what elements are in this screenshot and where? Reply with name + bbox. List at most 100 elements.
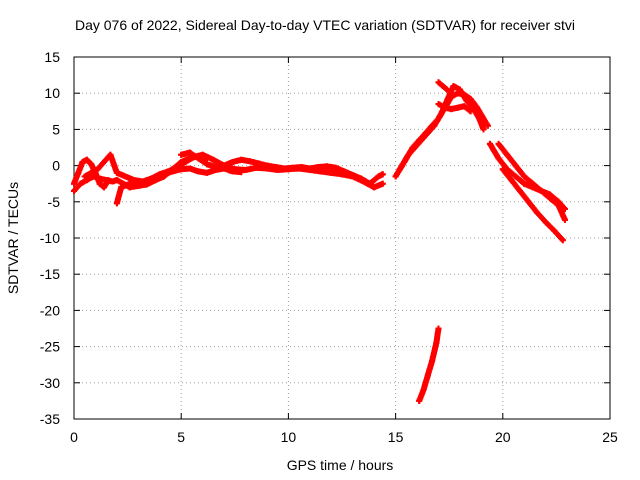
- data-point: [439, 82, 446, 89]
- data-point: [375, 173, 382, 180]
- data-point: [109, 178, 116, 185]
- series-pass-m: [435, 79, 451, 93]
- data-point: [444, 86, 451, 93]
- y-tick-label: 10: [44, 85, 60, 101]
- data-point: [542, 219, 549, 226]
- data-point: [96, 175, 103, 182]
- y-tick-label: 15: [44, 49, 60, 65]
- data-point: [75, 169, 82, 176]
- data-point: [182, 158, 189, 165]
- data-point: [113, 177, 120, 184]
- x-tick-label: 20: [495, 429, 511, 445]
- data-point: [88, 169, 95, 176]
- data-point: [161, 171, 168, 178]
- data-point: [229, 158, 236, 165]
- data-point: [210, 156, 217, 163]
- data-point: [416, 137, 423, 144]
- data-point: [113, 200, 120, 207]
- data-point: [81, 173, 88, 180]
- y-tick-label: -25: [40, 339, 60, 355]
- data-point: [450, 82, 457, 89]
- data-point: [486, 140, 493, 147]
- data-point: [135, 182, 142, 189]
- data-point: [435, 101, 442, 108]
- data-point: [416, 397, 423, 404]
- data-point: [298, 164, 305, 171]
- data-point: [435, 79, 442, 86]
- series-pass-d: [178, 149, 386, 187]
- data-point: [546, 195, 553, 202]
- data-point: [96, 180, 103, 187]
- data-point: [429, 122, 436, 129]
- y-tick-label: 0: [52, 158, 60, 174]
- data-point: [371, 184, 378, 191]
- data-point: [341, 168, 348, 175]
- x-tick-label: 25: [602, 429, 618, 445]
- data-point: [433, 339, 440, 346]
- data-points: [71, 79, 568, 404]
- data-point: [186, 165, 193, 172]
- data-point: [281, 165, 288, 172]
- data-point: [238, 156, 245, 163]
- data-point: [495, 140, 502, 147]
- series-pass-e: [113, 165, 245, 207]
- data-point: [126, 180, 133, 187]
- data-point: [332, 164, 339, 171]
- data-point: [195, 155, 202, 162]
- data-point: [435, 115, 442, 122]
- data-point: [392, 173, 399, 180]
- data-point: [516, 187, 523, 194]
- data-point: [409, 144, 416, 151]
- data-point: [534, 209, 541, 216]
- data-point: [499, 166, 506, 173]
- tick-labels: 0 5 10 15 20 25 -35 -30 -25 -20 -15 -10 -5 0 5 10 15: [40, 49, 618, 445]
- data-point: [379, 171, 386, 178]
- y-tick-label: -15: [40, 266, 60, 282]
- data-point: [366, 180, 373, 187]
- series-markers: [113, 165, 245, 207]
- data-point: [169, 168, 176, 175]
- x-axis-label: GPS time / hours: [287, 457, 394, 473]
- data-point: [246, 158, 253, 165]
- series-pass-g: [396, 90, 491, 173]
- data-point: [538, 187, 545, 194]
- data-point: [435, 325, 442, 332]
- data-point: [199, 151, 206, 158]
- data-point: [512, 173, 519, 180]
- data-point: [480, 115, 487, 122]
- data-point: [508, 177, 515, 184]
- data-point: [94, 166, 101, 173]
- data-point: [461, 91, 468, 98]
- data-point: [461, 103, 468, 110]
- data-point: [525, 198, 532, 205]
- data-point: [379, 180, 386, 187]
- data-point: [448, 106, 455, 113]
- tick-marks: [73, 56, 611, 420]
- data-point: [495, 155, 502, 162]
- series-pass-h: [435, 101, 474, 115]
- data-point: [429, 358, 436, 365]
- data-point: [551, 227, 558, 234]
- data-point: [229, 168, 236, 175]
- data-point: [203, 161, 210, 168]
- data-point: [521, 173, 528, 180]
- data-point: [203, 169, 210, 176]
- data-point: [107, 151, 114, 158]
- data-point: [289, 164, 296, 171]
- y-tick-label: -5: [48, 194, 61, 210]
- data-point: [272, 164, 279, 171]
- data-point: [454, 104, 461, 111]
- data-point: [512, 162, 519, 169]
- x-tick-label: 10: [281, 429, 297, 445]
- data-point: [328, 169, 335, 176]
- data-point: [559, 237, 566, 244]
- data-point: [79, 158, 86, 165]
- series-pass-j: [495, 140, 568, 223]
- x-tick-label: 0: [70, 429, 78, 445]
- data-point: [178, 166, 185, 173]
- data-point: [195, 168, 202, 175]
- data-point: [467, 108, 474, 115]
- data-point: [255, 160, 262, 167]
- data-point: [315, 164, 322, 171]
